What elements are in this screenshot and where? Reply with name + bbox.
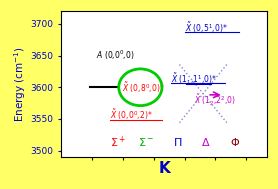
Text: $\Sigma^-$: $\Sigma^-$ xyxy=(138,136,155,148)
Text: $\tilde{X}$ (0,0$^0$,2)*: $\tilde{X}$ (0,0$^0$,2)* xyxy=(110,107,152,122)
X-axis label: K: K xyxy=(158,161,170,176)
Y-axis label: Energy (cm$^{-1}$): Energy (cm$^{-1}$) xyxy=(12,46,28,122)
Text: $A$ (0,0$^0$,0): $A$ (0,0$^0$,0) xyxy=(96,48,135,62)
Text: $\Sigma^+$: $\Sigma^+$ xyxy=(110,135,126,150)
Text: $\Delta$: $\Delta$ xyxy=(202,136,211,148)
Text: $\Phi$: $\Phi$ xyxy=(230,136,240,148)
Text: $\tilde{X}$ (1$_1$,1$^1$,0)*: $\tilde{X}$ (1$_1$,1$^1$,0)* xyxy=(171,71,218,87)
Text: $\Pi$: $\Pi$ xyxy=(173,136,182,148)
Text: $\tilde{X}$ (1$_2$,2$^2$,0): $\tilde{X}$ (1$_2$,2$^2$,0) xyxy=(194,93,236,108)
Text: $\tilde{X}$ (0,5$^1$,0)*: $\tilde{X}$ (0,5$^1$,0)* xyxy=(185,20,227,35)
Text: $\tilde{X}$ (0,8$^0$,0)*: $\tilde{X}$ (0,8$^0$,0)* xyxy=(122,80,165,94)
